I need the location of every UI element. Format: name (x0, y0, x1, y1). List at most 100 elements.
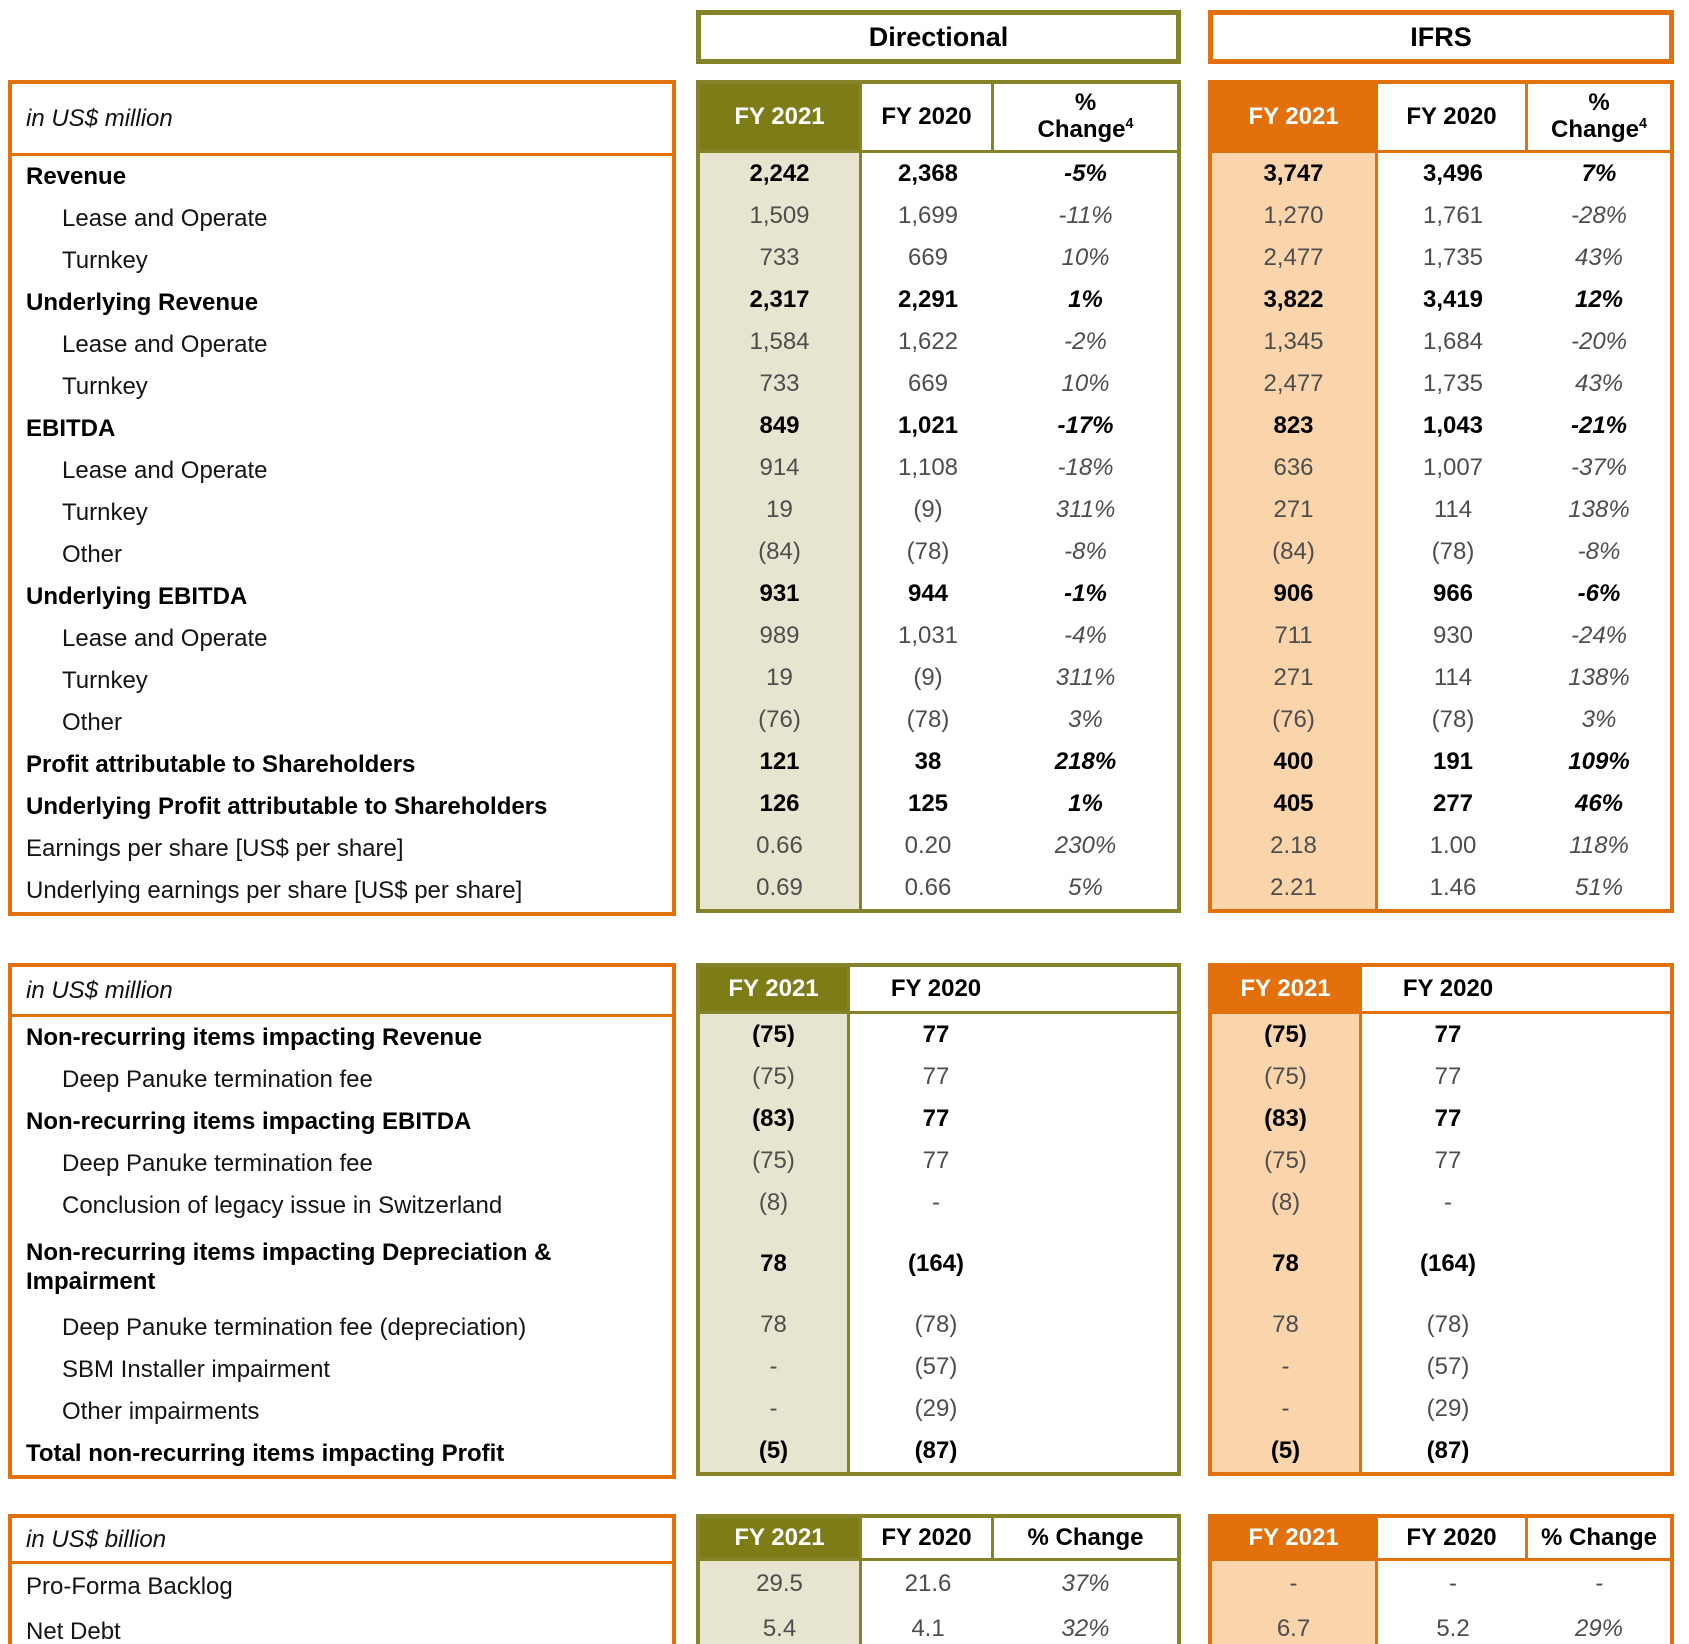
percent-change-value-cell: 5% (1068, 874, 1103, 901)
row-label: Turnkey (62, 247, 148, 274)
directional-value-row: 78 (78) (700, 1304, 1177, 1346)
ifrs-value-row: 271 114 138% (1212, 657, 1670, 699)
directional-value-row: 849 1,021 -17% (700, 405, 1177, 447)
ifrs-value-row: (75) 77 (1212, 1056, 1670, 1098)
directional-value-row: 1,584 1,622 -2% (700, 321, 1177, 363)
fy2020-value-cell: - (932, 1189, 940, 1216)
directional-header-row: FY 2021 FY 2020% Change4 (700, 84, 1177, 153)
ifrs-value-row: --- (1212, 1561, 1670, 1606)
ifrs-value-row: 2,477 1,735 43% (1212, 237, 1670, 279)
percent-change-value-cell: -28% (1570, 202, 1628, 229)
directional-header-row: FY 2021 FY 2020% Change (700, 1518, 1177, 1561)
fy2021-value-cell: 906 (1212, 573, 1378, 615)
row-label-box: in US$ million Non-recurring items impact… (8, 963, 676, 1479)
fy2020-value-cell: (87) (1426, 1437, 1470, 1464)
fy2020-value-cell: 1,031 (897, 622, 959, 649)
ifrs-value-row: 78 (78) (1212, 1304, 1670, 1346)
directional-value-row: 1,509 1,699 -11% (700, 195, 1177, 237)
fy2020-value-cell: (9) (913, 496, 943, 523)
fy2021-value-cell: 636 (1212, 447, 1378, 489)
ifrs-value-row: (83) 77 (1212, 1098, 1670, 1140)
fy2021-value-cell: - (1212, 1346, 1362, 1388)
ifrs-value-row: 1,345 1,684 -20% (1212, 321, 1670, 363)
unit-label: in US$ million (12, 967, 672, 1017)
directional-value-row: 733 669 10% (700, 237, 1177, 279)
fy2021-value-cell: 19 (700, 489, 862, 531)
percent-change-header-line2: Change4 (1037, 116, 1134, 143)
ifrs-header-row: FY 2021 FY 2020 (1212, 967, 1670, 1014)
row-label: Turnkey (62, 373, 148, 400)
percent-change-column-header: % Change4 (1528, 84, 1670, 150)
fy2021-value-cell: 733 (700, 237, 862, 279)
header-filler (1534, 967, 1670, 1011)
fy2020-value-cell: 669 (907, 370, 949, 397)
fy2020-value-cell: (57) (1426, 1353, 1470, 1380)
directional-value-row: - (29) (700, 1388, 1177, 1430)
fy2020-value-cell: (78) (1431, 706, 1475, 733)
row-label: Non-recurring items impacting Depreciati… (26, 1238, 552, 1295)
fy2020-value-cell: 1,699 (897, 202, 959, 229)
percent-change-value-cell: 138% (1568, 664, 1630, 691)
fy2020-value-cell: 277 (1432, 790, 1474, 817)
ifrs-value-row: 636 1,007 -37% (1212, 447, 1670, 489)
row-filler (1534, 1346, 1670, 1388)
percent-change-value-cell: -18% (1057, 454, 1114, 481)
fy2020-value-cell: 125 (907, 790, 949, 817)
fy2020-value-cell: (87) (914, 1437, 958, 1464)
fy2020-value-cell: 1,021 (897, 412, 959, 439)
fy2020-value-cell: 3,496 (1422, 160, 1484, 187)
fy2021-value-cell: - (1212, 1388, 1362, 1430)
ifrs-value-row: 1,270 1,761 -28% (1212, 195, 1670, 237)
row-filler (1022, 1182, 1177, 1224)
fy2020-value-cell: 2,291 (897, 286, 959, 313)
fy2020-value-cell: 114 (1433, 496, 1473, 523)
percent-change-value-cell: 12% (1574, 286, 1624, 313)
footnote-marker: 4 (1125, 116, 1134, 132)
fy2020-value-cell: 944 (907, 580, 949, 607)
ifrs-value-row: 906 966 -6% (1212, 573, 1670, 615)
fy2020-value-cell: (164) (907, 1250, 965, 1277)
fy2021-value-cell: 2,477 (1212, 363, 1378, 405)
percent-change-header-line1: % (1588, 89, 1610, 117)
row-label: Underlying Profit attributable to Shareh… (26, 793, 548, 820)
row-filler (1022, 1098, 1177, 1140)
fy2021-value-cell: - (1212, 1561, 1378, 1606)
ifrs-value-row: (75) 77 (1212, 1014, 1670, 1056)
fy2020-value-cell: (29) (914, 1395, 958, 1422)
fy2021-value-cell: (83) (1212, 1098, 1362, 1140)
directional-value-row: 2,242 2,368 -5% (700, 153, 1177, 195)
row-label: Deep Panuke termination fee (62, 1150, 373, 1177)
ifrs-value-row: 3,747 3,496 7% (1212, 153, 1670, 195)
fy2020-value-cell: (29) (1426, 1395, 1470, 1422)
fy2021-value-cell: 823 (1212, 405, 1378, 447)
fy2020-value-cell: 5.2 (1436, 1614, 1470, 1642)
fy2020-value-cell: 77 (1434, 1105, 1462, 1132)
fy2021-value-cell: 400 (1212, 741, 1378, 783)
fy2021-column-header: FY 2021 (700, 967, 850, 1011)
fy2020-column-header: FY 2020 (1378, 84, 1528, 150)
non-recurring-items-table: in US$ million Non-recurring items impact… (0, 963, 1689, 1479)
row-label: Underlying earnings per share [US$ per s… (26, 877, 523, 904)
percent-change-value-cell: - (1595, 1569, 1603, 1597)
fy2021-value-cell: 914 (700, 447, 862, 489)
row-label: Lease and Operate (62, 331, 268, 358)
row-filler (1022, 1388, 1177, 1430)
fy2020-value-cell: (78) (906, 706, 950, 733)
percent-change-value-cell: -20% (1570, 328, 1628, 355)
directional-value-row: (84) (78) -8% (700, 531, 1177, 573)
row-label: Lease and Operate (62, 457, 268, 484)
directional-value-row: 914 1,108 -18% (700, 447, 1177, 489)
row-filler (1022, 1304, 1177, 1346)
unit-label: in US$ billion (12, 1518, 672, 1564)
percent-change-value-cell: 3% (1581, 706, 1617, 733)
row-label: Turnkey (62, 499, 148, 526)
fy2020-value-cell: 191 (1432, 748, 1474, 775)
fy2021-value-cell: (75) (1212, 1140, 1362, 1182)
group-title-band: Directional IFRS (0, 10, 1689, 64)
fy2021-value-cell: - (700, 1388, 850, 1430)
percent-change-value-cell: -17% (1057, 412, 1114, 439)
fy2020-value-cell: 77 (1434, 1021, 1462, 1048)
row-filler (1022, 1346, 1177, 1388)
fy2021-value-cell: 126 (700, 783, 862, 825)
